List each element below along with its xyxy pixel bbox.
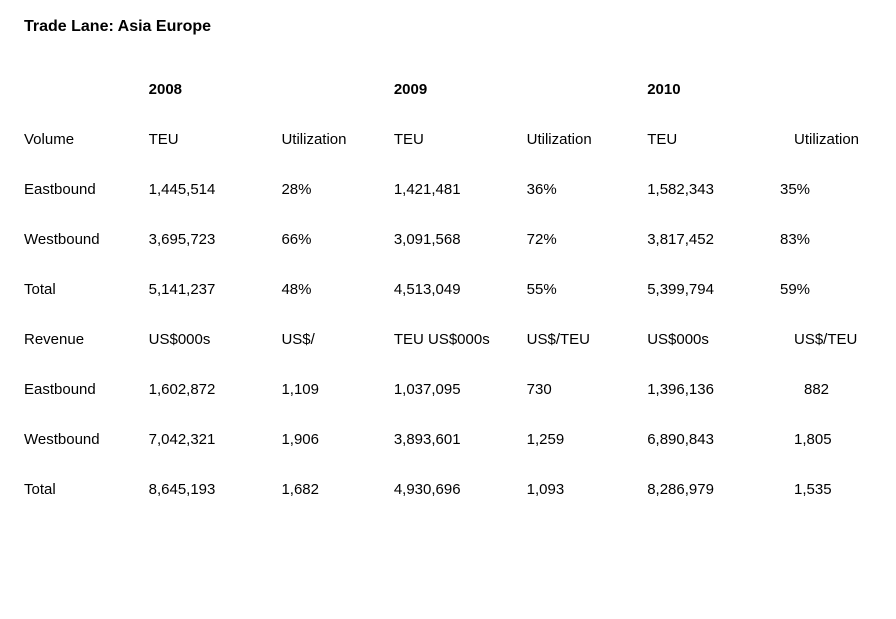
cell: 1,109	[281, 364, 393, 414]
cell: 1,037,095	[394, 364, 527, 414]
cell: 8,286,979	[647, 464, 780, 514]
cell: 3,893,601	[394, 414, 527, 464]
table-row: Total 8,645,193 1,682 4,930,696 1,093 8,…	[24, 464, 872, 514]
col-header: US$/TEU	[527, 314, 648, 364]
table-row: Total 5,141,237 48% 4,513,049 55% 5,399,…	[24, 264, 872, 314]
volume-header-row: Volume TEU Utilization TEU Utilization T…	[24, 114, 872, 164]
table-row: Westbound 3,695,723 66% 3,091,568 72% 3,…	[24, 214, 872, 264]
cell: 66%	[281, 214, 393, 264]
cell: 1,421,481	[394, 164, 527, 214]
col-header: TEU	[394, 114, 527, 164]
cell: 4,930,696	[394, 464, 527, 514]
cell: 8,645,193	[149, 464, 282, 514]
cell: 28%	[281, 164, 393, 214]
cell: 1,093	[527, 464, 648, 514]
col-header: US$/TEU	[780, 314, 872, 364]
year-2008: 2008	[149, 64, 282, 114]
cell: 1,805	[780, 414, 872, 464]
cell: 36%	[527, 164, 648, 214]
cell: 1,906	[281, 414, 393, 464]
cell: 3,695,723	[149, 214, 282, 264]
col-header: TEU	[149, 114, 282, 164]
col-header: Utilization	[780, 114, 872, 164]
cell: 1,396,136	[647, 364, 780, 414]
table-row: Eastbound 1,445,514 28% 1,421,481 36% 1,…	[24, 164, 872, 214]
volume-label: Volume	[24, 114, 149, 164]
revenue-header-row: Revenue US$000s US$/ TEU US$000s US$/TEU…	[24, 314, 872, 364]
year-row: 2008 2009 2010	[24, 64, 872, 114]
col-header: TEU	[647, 114, 780, 164]
col-header: Utilization	[527, 114, 648, 164]
year-2009: 2009	[394, 64, 527, 114]
cell: 59%	[780, 264, 872, 314]
cell: 1,602,872	[149, 364, 282, 414]
cell: 5,399,794	[647, 264, 780, 314]
cell: 882	[780, 364, 872, 414]
cell: 83%	[780, 214, 872, 264]
row-label: Westbound	[24, 414, 149, 464]
col-header: Utilization	[281, 114, 393, 164]
col-header: US$000s	[149, 314, 282, 364]
page-title: Trade Lane: Asia Europe	[24, 18, 872, 36]
cell: 730	[527, 364, 648, 414]
cell: 72%	[527, 214, 648, 264]
cell: 1,535	[780, 464, 872, 514]
table-row: Westbound 7,042,321 1,906 3,893,601 1,25…	[24, 414, 872, 464]
cell: 7,042,321	[149, 414, 282, 464]
cell: 35%	[780, 164, 872, 214]
cell: 5,141,237	[149, 264, 282, 314]
col-header: US$000s	[647, 314, 780, 364]
row-label: Eastbound	[24, 164, 149, 214]
col-header: TEU US$000s	[394, 314, 527, 364]
cell: 3,091,568	[394, 214, 527, 264]
cell: 1,445,514	[149, 164, 282, 214]
cell: 1,259	[527, 414, 648, 464]
row-label: Westbound	[24, 214, 149, 264]
cell: 4,513,049	[394, 264, 527, 314]
year-2010: 2010	[647, 64, 780, 114]
data-table: 2008 2009 2010 Volume TEU Utilization TE…	[24, 64, 872, 514]
revenue-label: Revenue	[24, 314, 149, 364]
cell: 48%	[281, 264, 393, 314]
table-row: Eastbound 1,602,872 1,109 1,037,095 730 …	[24, 364, 872, 414]
row-label: Eastbound	[24, 364, 149, 414]
cell: 55%	[527, 264, 648, 314]
cell: 1,682	[281, 464, 393, 514]
row-label: Total	[24, 264, 149, 314]
cell: 3,817,452	[647, 214, 780, 264]
col-header: US$/	[281, 314, 393, 364]
row-label: Total	[24, 464, 149, 514]
cell: 1,582,343	[647, 164, 780, 214]
cell: 6,890,843	[647, 414, 780, 464]
